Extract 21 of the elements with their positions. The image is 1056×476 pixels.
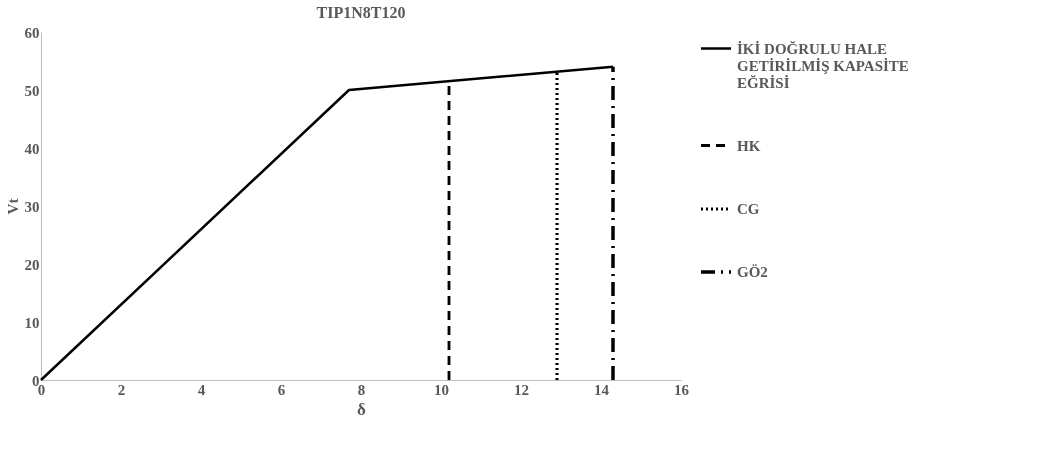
x-tick-label: 4: [197, 381, 206, 398]
x-tick-label: 2: [117, 381, 126, 398]
x-tick-label: 16: [674, 381, 690, 398]
y-tick-label: 40: [24, 140, 40, 157]
chart-title: TIP1N8T120: [316, 4, 406, 21]
y-tick-label: 30: [24, 198, 40, 215]
y-tick-label: 20: [24, 256, 40, 273]
x-tick-label: 8: [357, 381, 366, 398]
x-axis-title: δ: [357, 399, 367, 419]
x-tick-label: 12: [514, 381, 529, 398]
y-tick-label: 60: [24, 24, 40, 41]
legend-label: CG: [737, 201, 760, 217]
legend-label: İKİ DOĞRULU HALE GETİRİLMİŞ KAPASİTE EĞRİSİ: [737, 40, 909, 91]
x-tick-label: 14: [594, 381, 610, 398]
y-tick-label: 10: [24, 314, 40, 331]
legend-label: GÖ2: [737, 264, 768, 280]
x-tick-label: 10: [434, 381, 449, 398]
y-axis-title: Vt: [4, 198, 21, 215]
y-tick-label: 50: [24, 82, 40, 99]
legend-label: HK: [737, 137, 761, 154]
x-tick-label: 6: [277, 381, 286, 398]
